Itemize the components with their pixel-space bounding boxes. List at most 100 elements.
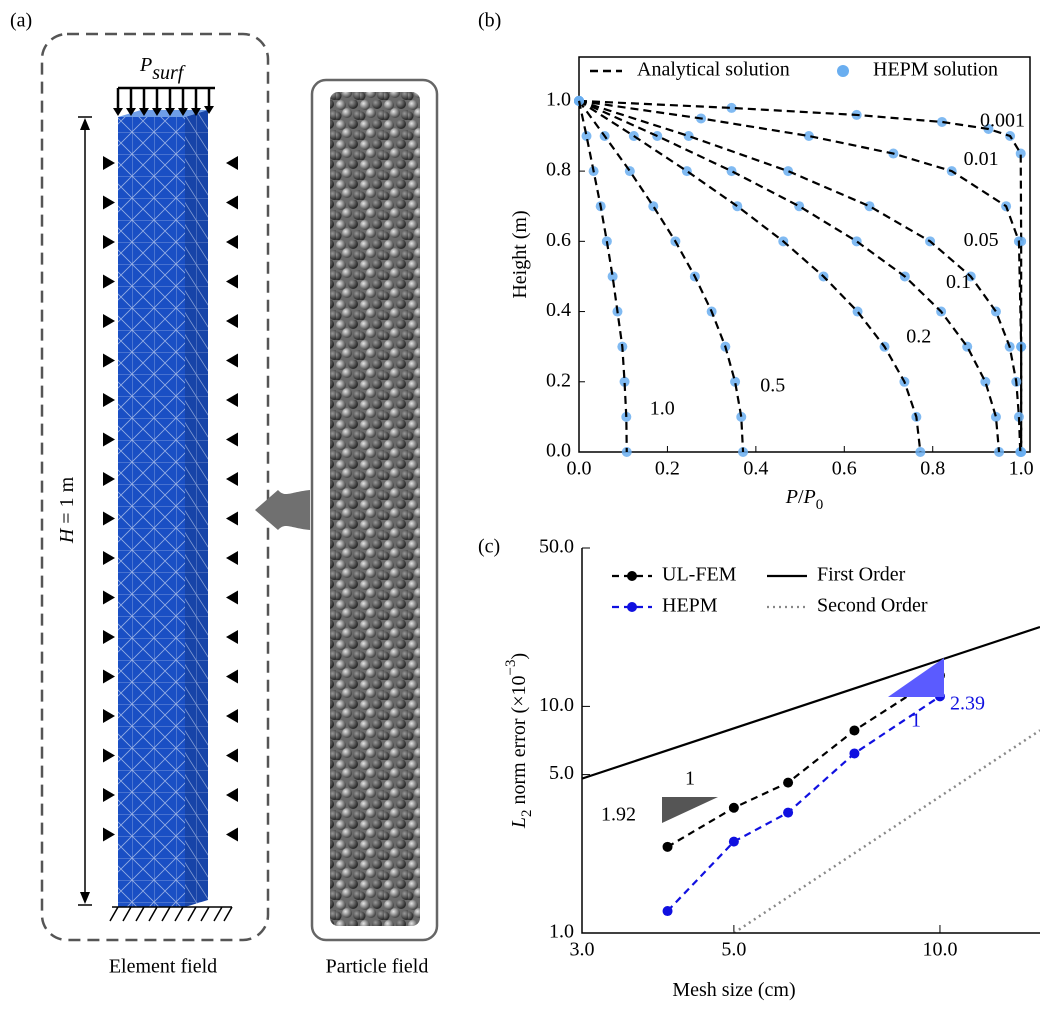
slope-run: 1 <box>911 710 921 732</box>
caption: Element field <box>109 956 217 978</box>
axis-label: P/P0 <box>785 486 824 514</box>
hepm-point <box>794 201 805 212</box>
x-tick-label: 0.0 <box>567 458 592 480</box>
support <box>226 590 238 605</box>
axis-frame <box>581 548 1040 934</box>
x-tick-label: 0.6 <box>832 458 857 480</box>
support <box>226 709 238 723</box>
plot-frame <box>578 56 1031 453</box>
label-part: P <box>785 486 798 508</box>
frame <box>40 32 270 942</box>
curve-label: 0.2 <box>906 325 931 347</box>
hepm-point <box>990 411 1001 422</box>
hepm-point <box>726 166 737 177</box>
support <box>226 748 238 763</box>
point <box>783 807 794 818</box>
hepm-point <box>683 131 694 141</box>
point <box>662 906 673 917</box>
legend-label: Second Order <box>817 595 928 617</box>
hepm-point <box>607 271 618 282</box>
load-arrows <box>113 106 214 116</box>
curve-label: 0.01 <box>964 148 999 170</box>
support <box>226 393 238 407</box>
curve-label: 0.05 <box>964 229 999 251</box>
support <box>103 827 115 842</box>
support <box>103 511 115 526</box>
y-tick-label: 0.0 <box>546 440 571 462</box>
legend-label: Analytical solution <box>637 59 790 81</box>
support <box>226 630 238 644</box>
support <box>226 827 238 842</box>
hepm-point <box>736 411 747 422</box>
panel-label: (a) <box>10 10 32 32</box>
point <box>728 802 739 813</box>
caption: Particle field <box>326 956 429 978</box>
hepm-point <box>730 376 741 387</box>
support <box>226 274 238 289</box>
hepm-point <box>1013 411 1024 422</box>
hepm-point <box>937 116 948 127</box>
y-tick-label: 1.0 <box>549 921 574 943</box>
series-line <box>666 695 941 912</box>
height-value: = 1 m <box>56 476 78 528</box>
support <box>226 353 238 368</box>
label-part: Height (m) <box>509 210 531 298</box>
legend-key <box>627 602 637 612</box>
legend-label: HEPM solution <box>873 59 998 81</box>
hepm-point <box>1015 447 1026 457</box>
point <box>849 725 860 736</box>
x-tick-label: 0.2 <box>655 458 680 480</box>
panel-label: (b) <box>478 10 501 32</box>
y-tick-label: 1.0 <box>546 88 571 110</box>
series-line <box>582 625 1040 780</box>
axis-label: Mesh size (cm) <box>672 979 795 1001</box>
analytical-line <box>578 99 1001 453</box>
point <box>849 748 860 759</box>
analytical-line <box>577 100 628 453</box>
hepm-point <box>726 102 737 113</box>
hepm-point <box>581 131 592 141</box>
support <box>103 274 115 289</box>
support <box>103 472 115 486</box>
hepm-point <box>864 201 875 212</box>
point <box>728 836 739 847</box>
support <box>103 314 115 328</box>
analytical-line <box>578 99 1022 453</box>
x-tick-label: 0.8 <box>920 458 945 480</box>
label-part: 2 <box>519 810 535 818</box>
support <box>226 511 238 526</box>
panel-label: (c) <box>478 536 500 558</box>
height-symbol: H <box>56 527 78 544</box>
curve-label: 0.1 <box>946 271 971 293</box>
ground-hatch <box>109 906 233 922</box>
axis-label: Height (m) <box>509 210 531 298</box>
panel-a: (a) Psurf H = 1 m Element field Particle… <box>10 10 439 978</box>
slope-run: 1 <box>685 768 695 790</box>
y-tick-label: 0.2 <box>546 369 571 391</box>
label-part: 0 <box>816 497 824 513</box>
series-line <box>733 729 1040 933</box>
x-tick-label: 0.4 <box>743 458 768 480</box>
column-side <box>185 110 208 907</box>
curve-label: 1.0 <box>650 397 675 419</box>
x-tick-label: 10.0 <box>922 939 957 961</box>
load-lines <box>116 86 215 114</box>
support <box>103 235 115 249</box>
analytical-line <box>578 99 922 453</box>
legend-key <box>837 65 849 77</box>
point <box>662 841 673 852</box>
height-label: H = 1 m <box>56 476 78 544</box>
support <box>226 314 238 328</box>
label-part: P <box>803 486 816 508</box>
slope-rise: 1.92 <box>601 804 636 826</box>
slope-triangle <box>662 797 718 823</box>
support <box>103 788 115 802</box>
label-part: L <box>508 817 530 829</box>
support <box>103 669 115 684</box>
transfer-arrow <box>255 490 310 530</box>
dimension-ends <box>78 116 92 906</box>
support <box>103 432 115 447</box>
curve-label: 0.5 <box>760 375 785 397</box>
particle-frame <box>310 78 439 942</box>
